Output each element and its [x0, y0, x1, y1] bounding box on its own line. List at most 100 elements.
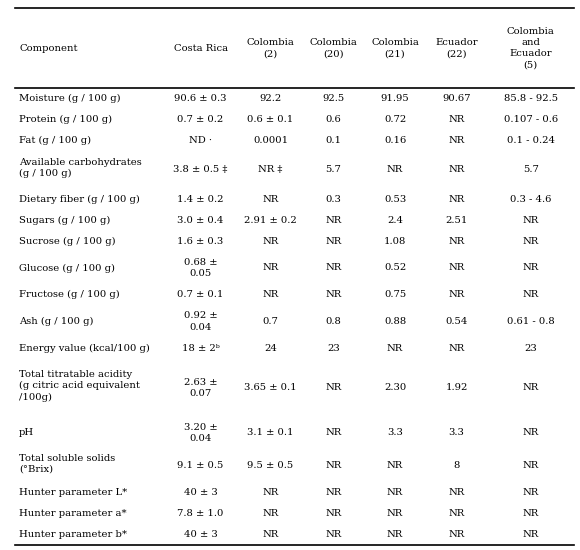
Text: 85.8 - 92.5: 85.8 - 92.5 [504, 94, 558, 103]
Text: Ecuador
(22): Ecuador (22) [436, 38, 478, 58]
Text: 0.53: 0.53 [384, 195, 406, 204]
Text: 7.8 ± 1.0: 7.8 ± 1.0 [177, 509, 224, 518]
Text: 2.91 ± 0.2: 2.91 ± 0.2 [244, 216, 297, 225]
Text: NR: NR [523, 216, 539, 225]
Text: NR: NR [387, 530, 403, 538]
Text: Hunter parameter L*: Hunter parameter L* [19, 487, 128, 497]
Text: 2.30: 2.30 [384, 383, 406, 392]
Text: 0.3: 0.3 [325, 195, 342, 204]
Text: Costa Rica: Costa Rica [173, 43, 228, 53]
Text: 5.7: 5.7 [523, 166, 539, 174]
Text: 90.6 ± 0.3: 90.6 ± 0.3 [175, 94, 227, 103]
Text: 0.92 ±
0.04: 0.92 ± 0.04 [184, 311, 218, 332]
Text: 8: 8 [454, 461, 460, 470]
Text: NR: NR [387, 166, 403, 174]
Text: NR: NR [448, 236, 465, 246]
Text: NR: NR [523, 461, 539, 470]
Text: Total soluble solids
(°Brix): Total soluble solids (°Brix) [19, 454, 115, 474]
Text: 1.92: 1.92 [445, 383, 468, 392]
Text: NR: NR [262, 263, 278, 272]
Text: NR: NR [448, 195, 465, 204]
Text: 0.68 ±
0.05: 0.68 ± 0.05 [184, 258, 218, 278]
Text: NR: NR [448, 115, 465, 124]
Text: Hunter parameter a*: Hunter parameter a* [19, 509, 127, 518]
Text: 0.7 ± 0.2: 0.7 ± 0.2 [177, 115, 224, 124]
Text: 3.65 ± 0.1: 3.65 ± 0.1 [244, 383, 297, 392]
Text: 3.0 ± 0.4: 3.0 ± 0.4 [177, 216, 224, 225]
Text: NR: NR [523, 290, 539, 299]
Text: NR ‡: NR ‡ [258, 166, 283, 174]
Text: 2.51: 2.51 [445, 216, 468, 225]
Text: 0.6: 0.6 [325, 115, 342, 124]
Text: 0.1 - 0.24: 0.1 - 0.24 [507, 136, 555, 145]
Text: 23: 23 [524, 344, 537, 353]
Text: NR: NR [523, 509, 539, 518]
Text: NR: NR [523, 383, 539, 392]
Text: Colombia
(2): Colombia (2) [246, 38, 295, 58]
Text: NR: NR [262, 236, 278, 246]
Text: NR: NR [325, 509, 342, 518]
Text: 91.95: 91.95 [380, 94, 409, 103]
Text: 0.88: 0.88 [384, 317, 406, 326]
Text: 90.67: 90.67 [443, 94, 471, 103]
Text: 0.0001: 0.0001 [253, 136, 288, 145]
Text: Colombia
(20): Colombia (20) [310, 38, 357, 58]
Text: NR: NR [325, 428, 342, 437]
Text: 5.7: 5.7 [325, 166, 342, 174]
Text: 0.7 ± 0.1: 0.7 ± 0.1 [177, 290, 224, 299]
Text: 1.08: 1.08 [384, 236, 406, 246]
Text: NR: NR [325, 461, 342, 470]
Text: ND ·: ND · [189, 136, 212, 145]
Text: NR: NR [387, 461, 403, 470]
Text: Protein (g / 100 g): Protein (g / 100 g) [19, 115, 113, 124]
Text: 9.5 ± 0.5: 9.5 ± 0.5 [248, 461, 293, 470]
Text: 2.4: 2.4 [387, 216, 403, 225]
Text: Sugars (g / 100 g): Sugars (g / 100 g) [19, 216, 111, 225]
Text: 0.3 - 4.6: 0.3 - 4.6 [510, 195, 552, 204]
Text: 3.1 ± 0.1: 3.1 ± 0.1 [247, 428, 294, 437]
Text: NR: NR [262, 195, 278, 204]
Text: NR: NR [448, 530, 465, 538]
Text: NR: NR [448, 487, 465, 497]
Text: Component: Component [19, 43, 78, 53]
Text: NR: NR [325, 290, 342, 299]
Text: NR: NR [325, 487, 342, 497]
Text: Fructose (g / 100 g): Fructose (g / 100 g) [19, 290, 120, 299]
Text: 3.8 ± 0.5 ‡: 3.8 ± 0.5 ‡ [173, 166, 228, 174]
Text: Fat (g / 100 g): Fat (g / 100 g) [19, 136, 91, 145]
Text: Available carbohydrates
(g / 100 g): Available carbohydrates (g / 100 g) [19, 158, 142, 178]
Text: 0.61 - 0.8: 0.61 - 0.8 [507, 317, 554, 326]
Text: 0.1: 0.1 [325, 136, 342, 145]
Text: Colombia
(21): Colombia (21) [371, 38, 419, 58]
Text: 3.20 ±
0.04: 3.20 ± 0.04 [184, 423, 218, 443]
Text: NR: NR [262, 290, 278, 299]
Text: NR: NR [325, 263, 342, 272]
Text: Glucose (g / 100 g): Glucose (g / 100 g) [19, 263, 115, 273]
Text: 92.5: 92.5 [322, 94, 345, 103]
Text: NR: NR [448, 263, 465, 272]
Text: 0.54: 0.54 [445, 317, 468, 326]
Text: 24: 24 [264, 344, 277, 353]
Text: 0.6 ± 0.1: 0.6 ± 0.1 [248, 115, 293, 124]
Text: 0.8: 0.8 [325, 317, 342, 326]
Text: NR: NR [325, 216, 342, 225]
Text: NR: NR [448, 509, 465, 518]
Text: Hunter parameter b*: Hunter parameter b* [19, 530, 127, 538]
Text: 0.7: 0.7 [263, 317, 278, 326]
Text: 2.63 ±
0.07: 2.63 ± 0.07 [184, 377, 218, 398]
Text: Energy value (kcal/100 g): Energy value (kcal/100 g) [19, 344, 150, 353]
Text: Colombia
and
Ecuador
(5): Colombia and Ecuador (5) [507, 27, 554, 69]
Text: NR: NR [523, 236, 539, 246]
Text: Dietary fiber (g / 100 g): Dietary fiber (g / 100 g) [19, 195, 140, 204]
Text: 92.2: 92.2 [259, 94, 282, 103]
Text: 0.72: 0.72 [384, 115, 406, 124]
Text: NR: NR [523, 428, 539, 437]
Text: NR: NR [325, 530, 342, 538]
Text: NR: NR [523, 263, 539, 272]
Text: 0.75: 0.75 [384, 290, 406, 299]
Text: NR: NR [262, 530, 278, 538]
Text: NR: NR [523, 487, 539, 497]
Text: 18 ± 2ᵇ: 18 ± 2ᵇ [182, 344, 219, 353]
Text: 23: 23 [327, 344, 340, 353]
Text: NR: NR [262, 487, 278, 497]
